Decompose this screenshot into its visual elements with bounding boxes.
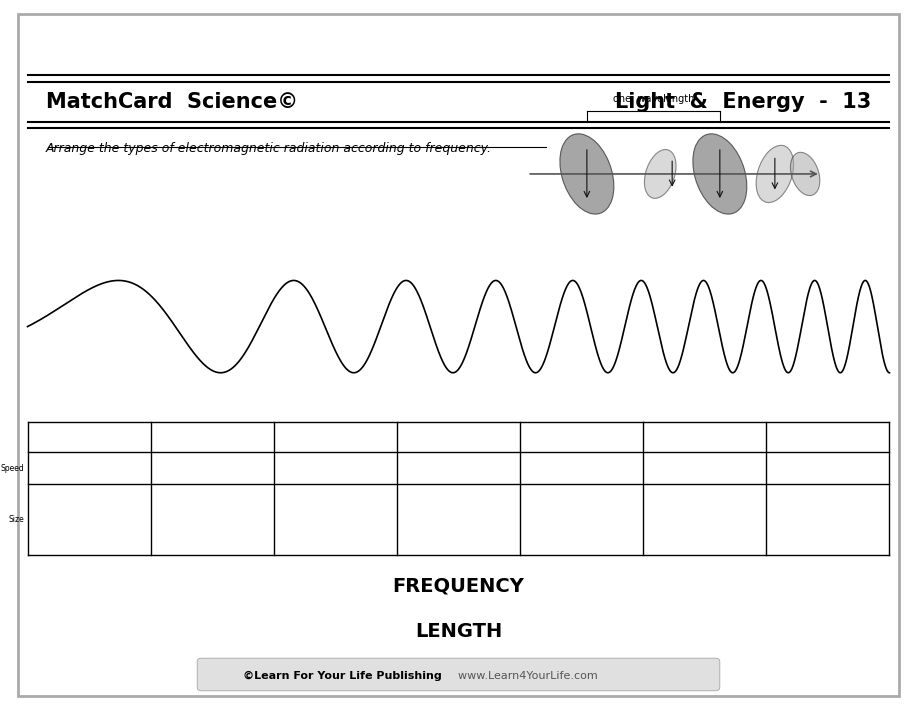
FancyBboxPatch shape — [18, 14, 899, 696]
Text: Light  &  Energy  -  13: Light & Energy - 13 — [615, 92, 871, 111]
Text: ©Learn For Your Life Publishing: ©Learn For Your Life Publishing — [243, 671, 442, 681]
FancyBboxPatch shape — [197, 658, 720, 691]
Text: LENGTH: LENGTH — [414, 623, 503, 641]
Text: Size: Size — [8, 515, 24, 524]
Text: Speed: Speed — [0, 464, 24, 473]
Ellipse shape — [790, 153, 820, 195]
Text: Arrange the types of electromagnetic radiation according to frequency.: Arrange the types of electromagnetic rad… — [46, 142, 492, 155]
Ellipse shape — [693, 133, 746, 214]
Text: www.Learn4YourLife.com: www.Learn4YourLife.com — [451, 671, 598, 681]
Ellipse shape — [757, 146, 793, 202]
Text: one  wavelength: one wavelength — [613, 94, 694, 104]
Text: MatchCard  Science©: MatchCard Science© — [46, 92, 298, 111]
Text: FREQUENCY: FREQUENCY — [392, 577, 525, 595]
Ellipse shape — [560, 133, 613, 214]
Ellipse shape — [645, 150, 676, 198]
